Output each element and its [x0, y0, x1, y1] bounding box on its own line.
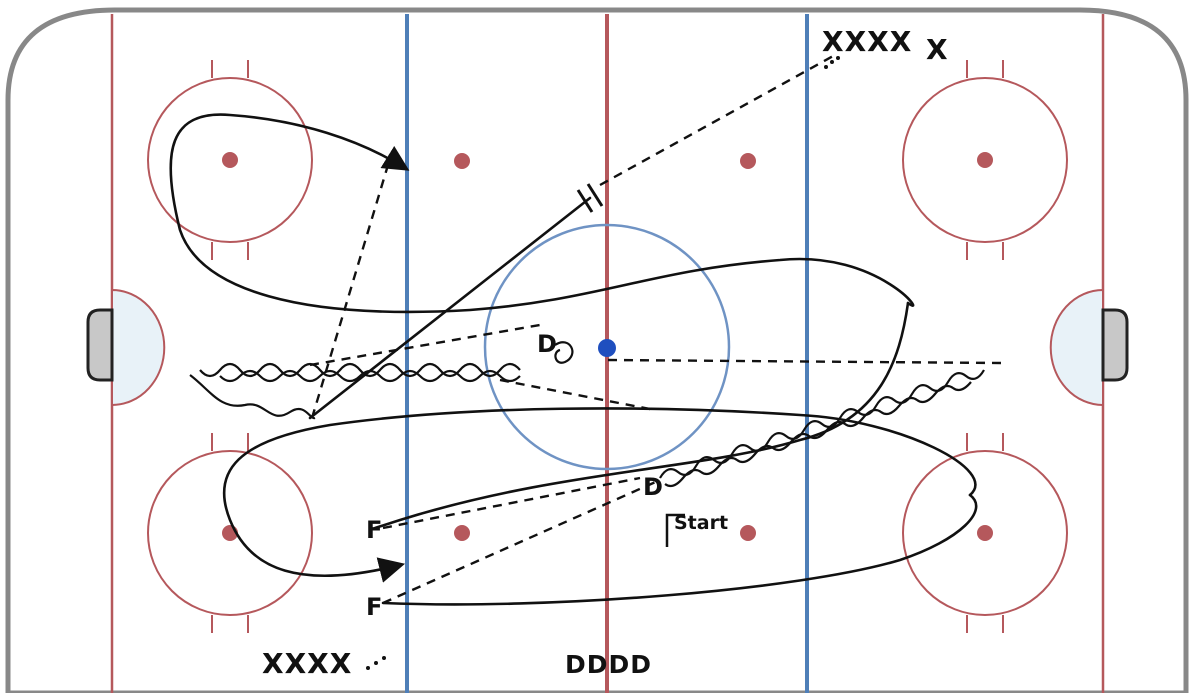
puck-carry-center-inner	[219, 369, 521, 383]
pass-line-to-circle	[499, 378, 656, 412]
pass-line-bottom-f	[382, 478, 661, 605]
goal-net-right	[1101, 308, 1129, 382]
skate-path-shot	[308, 196, 592, 420]
goal-crease-right	[1049, 288, 1104, 407]
puck-carry-right	[659, 369, 985, 479]
faceoff-circle-bottom-right	[902, 433, 1068, 633]
pass-line-f-upper	[382, 476, 641, 530]
faceoff-dot-top-right	[977, 152, 993, 168]
pass-line-center	[309, 323, 541, 367]
center-faceoff-dot	[598, 339, 616, 357]
start-label: Start	[674, 512, 729, 534]
pass-line-top-right	[599, 53, 836, 187]
forward-top-label: F	[366, 516, 383, 544]
puck-carry-left-wiggle	[189, 374, 316, 420]
forward-bottom-label: F	[366, 593, 383, 621]
x-top-single: X	[926, 33, 949, 66]
shot-marker	[576, 183, 604, 213]
rink-boards	[5, 7, 1189, 693]
x-group-bottom: XXXX	[262, 647, 353, 680]
goal-net-left	[86, 308, 114, 382]
goal-crease-left	[111, 288, 166, 407]
neutral-dot-bottom-left	[454, 525, 470, 541]
faceoff-circle-bottom-left	[147, 433, 313, 633]
skate-path-top-loop	[169, 113, 915, 314]
skate-path-f-bottom	[381, 493, 978, 606]
start-bracket	[665, 513, 685, 547]
neutral-dot-bottom-right	[740, 525, 756, 541]
dotted-trail-bottom	[366, 656, 386, 670]
puck-carry-right-inner	[664, 381, 972, 488]
d-group-bottom: DDDD	[565, 650, 653, 679]
pass-line-horizontal	[607, 358, 1003, 365]
faceoff-circle-top-right	[902, 60, 1068, 260]
puck-carry-center	[199, 362, 521, 378]
defense-center-label: D	[537, 330, 557, 358]
faceoff-circle-top-left	[147, 60, 313, 260]
faceoff-dot-top-left	[222, 152, 238, 168]
defense-lower-label: D	[643, 473, 663, 501]
skate-path-bottom-loop	[222, 407, 977, 583]
faceoff-dot-bottom-right	[977, 525, 993, 541]
neutral-dot-top-left	[454, 153, 470, 169]
dotted-trail-top	[824, 56, 840, 69]
neutral-dot-top-right	[740, 153, 756, 169]
pass-line-left-up	[310, 164, 390, 419]
x-group-top: XXXX	[822, 25, 913, 58]
center-circle	[483, 223, 731, 471]
puck-carry-d-curl	[554, 341, 574, 364]
